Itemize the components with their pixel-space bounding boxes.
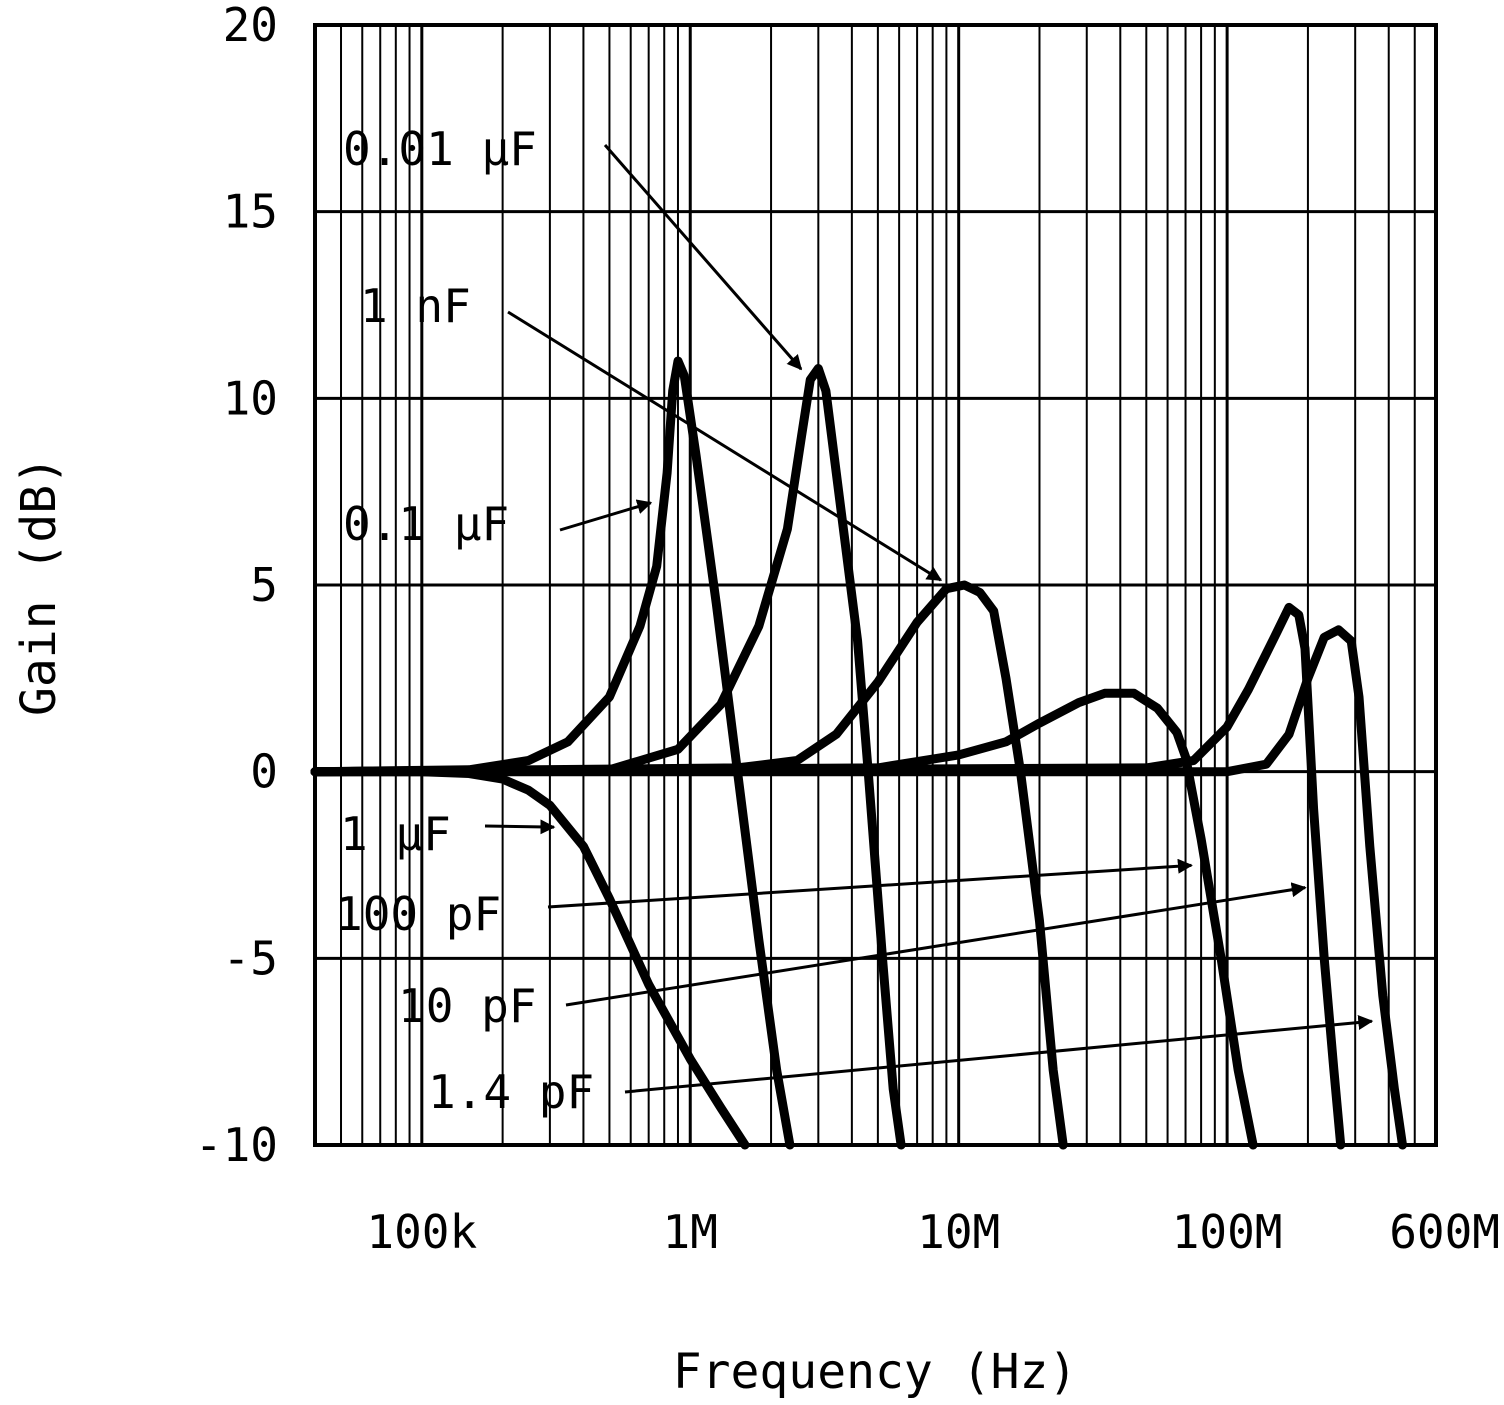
- series-line: [310, 688, 1258, 1150]
- y-tick-label: 15: [223, 185, 278, 239]
- annotation-arrow: [559, 499, 653, 532]
- y-tick-label: 0: [250, 745, 278, 799]
- x-tick-label: 100M: [1172, 1205, 1283, 1259]
- annotation-label: 1 µF: [340, 807, 451, 861]
- annotation-label: 100 pF: [335, 887, 501, 941]
- annotations: 0.01 µF 1 nF 0.1 µF 1 µF 100 pF 10 pF 1.4 pF: [335, 122, 1374, 1119]
- x-axis-title: Frequency (Hz): [673, 1344, 1078, 1400]
- series-line: [310, 364, 906, 1150]
- x-tick-label: 1M: [663, 1205, 718, 1259]
- annotation-arrow: [565, 882, 1307, 1007]
- series-line: [310, 580, 1068, 1150]
- x-tick-label: 600M: [1389, 1205, 1500, 1259]
- annotation-label: 10 pF: [398, 979, 536, 1033]
- plot-grid: [314, 23, 1437, 1147]
- series-line: [310, 356, 795, 1150]
- annotation-arrow: [507, 310, 943, 582]
- series-line: [310, 602, 1346, 1150]
- annotation-arrow: [603, 144, 803, 371]
- annotation-arrow: [547, 858, 1193, 909]
- y-tick-label: -5: [223, 931, 278, 985]
- y-tick-label: 5: [250, 558, 278, 612]
- series-line: [310, 625, 1407, 1150]
- plot-frame: [313, 23, 1438, 1147]
- annotation-label: 1.4 pF: [428, 1065, 594, 1119]
- x-tick-label: 10M: [917, 1205, 1000, 1259]
- annotation-label: 1 nF: [360, 279, 471, 333]
- annotation-label: 0.1 µF: [343, 497, 509, 551]
- y-tick-label: 20: [223, 0, 278, 52]
- annotation-arrow: [484, 819, 556, 835]
- annotation-label: 0.01 µF: [343, 122, 537, 176]
- y-tick-label: -10: [195, 1118, 278, 1172]
- y-axis-title: Gain (dB): [11, 456, 67, 716]
- annotation-arrow: [624, 1015, 1374, 1094]
- tick-labels: 20 15 10 5 0 -5 -10 100k 1M 10M 100M 600M: [195, 0, 1500, 1259]
- series-lines: [310, 356, 1407, 1150]
- y-tick-label: 10: [223, 371, 278, 425]
- x-tick-label: 100k: [366, 1205, 477, 1259]
